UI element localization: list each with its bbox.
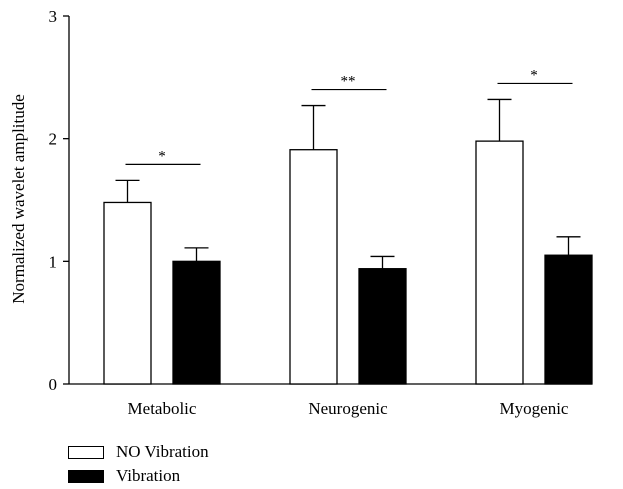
bar: [358, 268, 407, 385]
significance-marker: **: [341, 74, 356, 90]
legend: NO Vibration Vibration: [68, 440, 209, 488]
bar: [103, 201, 152, 385]
y-tick-label: 3: [49, 7, 58, 26]
legend-label: Vibration: [116, 466, 181, 485]
bar: [289, 149, 338, 385]
y-tick-label: 2: [49, 130, 58, 149]
significance-marker: *: [530, 67, 538, 83]
y-tick-label: 1: [49, 252, 58, 271]
legend-item-vibration: Vibration: [68, 464, 209, 488]
bar: [475, 140, 524, 385]
y-tick-label: 0: [49, 375, 58, 394]
bar-chart: 0 1 2 3 Metabolic * Neurogenic ** Myogenic * Norm…: [9, 7, 593, 418]
legend-item-no-vibration: NO Vibration: [68, 440, 209, 464]
labels: 0 1 2 3 Metabolic * Neurogenic ** Myogenic *: [49, 7, 573, 418]
x-tick-label: Myogenic: [500, 399, 569, 418]
legend-swatch-vibration: [68, 469, 104, 483]
legend-label: NO Vibration: [116, 442, 209, 461]
bar: [544, 254, 593, 385]
x-tick-label: Neurogenic: [308, 399, 388, 418]
bars: [103, 98, 593, 385]
x-tick-label: Metabolic: [128, 399, 197, 418]
significance-marker: *: [158, 148, 166, 164]
legend-swatch-no-vibration: [68, 445, 104, 459]
y-axis-label: Normalized wavelet amplitude: [9, 94, 28, 304]
bar: [172, 260, 221, 385]
